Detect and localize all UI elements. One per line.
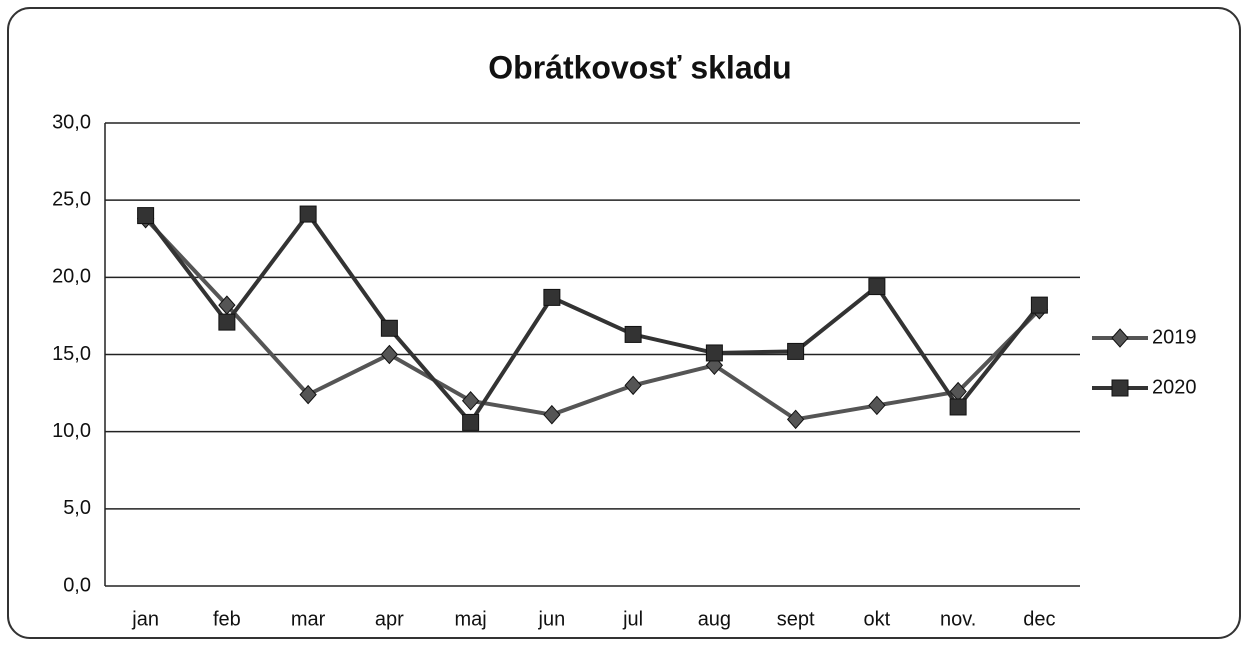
legend-marker (1111, 379, 1129, 397)
marker (462, 413, 480, 431)
legend-marker (1111, 328, 1129, 348)
marker (949, 398, 967, 416)
marker (787, 342, 805, 360)
marker (624, 325, 642, 343)
x-tick-label: nov. (940, 608, 976, 630)
y-tick-label: 5,0 (63, 497, 91, 519)
x-tick-label: apr (375, 608, 404, 630)
marker (137, 207, 155, 225)
marker (543, 288, 561, 306)
marker (461, 391, 480, 411)
series-line (144, 217, 1041, 422)
x-tick-label: jul (622, 608, 643, 630)
y-tick-label: 0,0 (63, 574, 91, 596)
marker (299, 384, 317, 405)
chart-frame (7, 7, 1241, 639)
series-line (144, 212, 1041, 425)
marker (705, 344, 723, 362)
y-tick-label: 25,0 (52, 188, 91, 210)
marker (380, 344, 399, 365)
x-tick-label: jun (538, 608, 566, 630)
marker (1030, 296, 1048, 314)
x-tick-label: okt (864, 608, 891, 630)
y-tick-label: 15,0 (52, 343, 91, 365)
y-tick-label: 10,0 (52, 420, 91, 442)
marker (218, 313, 236, 331)
marker (868, 395, 886, 416)
marker (786, 409, 805, 430)
x-tick-label: sept (777, 608, 815, 630)
marker (380, 319, 398, 337)
marker (299, 205, 317, 223)
marker (543, 404, 561, 425)
chart-title: Obrátkovosť skladu (488, 49, 791, 85)
y-tick-label: 30,0 (52, 111, 91, 133)
legend-label: 2019 (1152, 326, 1197, 348)
x-tick-label: mar (291, 608, 326, 630)
x-tick-label: aug (698, 608, 731, 630)
x-tick-label: feb (213, 608, 241, 630)
y-tick-label: 20,0 (52, 266, 91, 288)
x-tick-label: jan (131, 608, 159, 630)
legend-label: 2020 (1152, 376, 1197, 398)
x-tick-label: maj (455, 608, 487, 630)
marker (624, 375, 642, 396)
x-tick-label: dec (1023, 608, 1055, 630)
marker (868, 278, 886, 296)
